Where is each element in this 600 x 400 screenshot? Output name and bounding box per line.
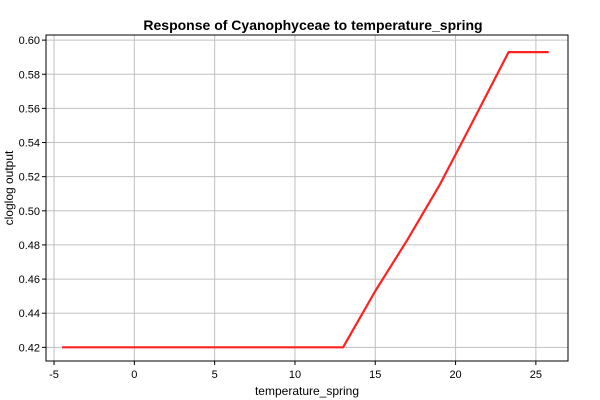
- y-tick-label: 0.42: [19, 342, 40, 354]
- grid: [46, 35, 568, 361]
- y-tick-label: 0.60: [19, 35, 40, 47]
- x-tick-label: 25: [530, 369, 542, 381]
- plot-frame: [45, 34, 569, 362]
- y-tick-label: 0.52: [19, 172, 40, 184]
- chart-title: Response of Cyanophyceae to temperature_…: [143, 17, 482, 33]
- y-axis: 0.42 0.44 0.46 0.48 0.50 0.52 0.54 0.56 0.58 0.60: [19, 35, 46, 354]
- series-layer: [62, 50, 549, 349]
- response-curve: [62, 50, 549, 349]
- y-axis-label: cloglog output: [2, 150, 16, 225]
- y-tick-label: 0.48: [19, 240, 40, 252]
- y-tick-label: 0.56: [19, 103, 40, 115]
- x-tick-label: 0: [131, 369, 137, 381]
- x-axis: -5 0 5 10 15 20 25: [49, 361, 542, 381]
- x-tick-label: 20: [449, 369, 461, 381]
- y-tick-label: 0.58: [19, 69, 40, 81]
- x-tick-label: 10: [289, 369, 301, 381]
- x-tick-label: -5: [49, 369, 59, 381]
- y-tick-label: 0.46: [19, 274, 40, 286]
- x-tick-label: 5: [212, 369, 218, 381]
- x-tick-label: 15: [369, 369, 381, 381]
- y-tick-label: 0.50: [19, 206, 40, 218]
- y-tick-label: 0.54: [19, 138, 40, 150]
- y-tick-label: 0.44: [19, 308, 40, 320]
- x-axis-label: temperature_spring: [255, 384, 359, 398]
